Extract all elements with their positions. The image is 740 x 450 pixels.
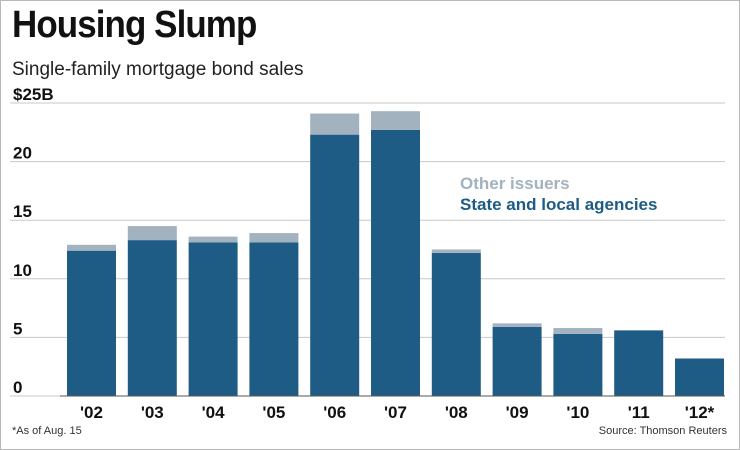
bar-state-local: [492, 326, 542, 396]
legend: Other issuers State and local agencies: [460, 173, 657, 215]
bar-other-issuers: [188, 236, 238, 243]
bar-other-issuers: [310, 113, 360, 135]
x-tick-label: '08: [445, 403, 468, 422]
y-tick-label: 0: [13, 378, 22, 397]
bar-state-local: [675, 358, 724, 396]
bar-state-local: [249, 242, 299, 396]
x-tick-label: '03: [141, 403, 164, 422]
bar-state-local: [371, 129, 420, 396]
x-tick-label: '09: [506, 403, 529, 422]
bar-other-issuers: [371, 111, 420, 130]
x-tick-label: '11: [628, 403, 650, 422]
bar-other-issuers: [67, 244, 116, 251]
y-tick-label: $25B: [13, 85, 54, 104]
y-tick-label: 10: [13, 261, 32, 280]
y-tick-label: 15: [13, 202, 32, 221]
chart-subtitle: Single-family mortgage bond sales: [12, 59, 304, 80]
bar-state-local: [67, 250, 116, 396]
source-credit: Source: Thomson Reuters: [598, 425, 727, 437]
chart-title: Housing Slump: [12, 4, 257, 46]
bar-other-issuers: [431, 249, 481, 254]
footnote: *As of Aug. 15: [12, 425, 82, 437]
x-tick-label: '12*: [685, 403, 715, 422]
bar-other-issuers: [249, 233, 299, 243]
bar-state-local: [431, 253, 481, 396]
x-tick-label: '04: [202, 403, 225, 422]
bar-other-issuers: [492, 323, 542, 327]
bar-state-local: [188, 242, 238, 396]
bar-state-local: [553, 333, 603, 396]
bar-state-local: [310, 134, 360, 397]
x-tick-label: '05: [262, 403, 285, 422]
x-tick-label: '02: [80, 403, 103, 422]
x-tick-label: '07: [384, 403, 407, 422]
bar-other-issuers: [553, 328, 603, 334]
bar-state-local: [614, 330, 664, 396]
y-tick-label: 20: [13, 144, 32, 163]
x-tick-label: '10: [566, 403, 589, 422]
bar-state-local: [127, 240, 177, 396]
legend-other-issuers: Other issuers: [460, 174, 570, 193]
x-tick-label: '06: [323, 403, 346, 422]
y-tick-label: 5: [13, 319, 22, 338]
bar-other-issuers: [127, 226, 177, 241]
legend-state-local-agencies: State and local agencies: [460, 195, 658, 214]
